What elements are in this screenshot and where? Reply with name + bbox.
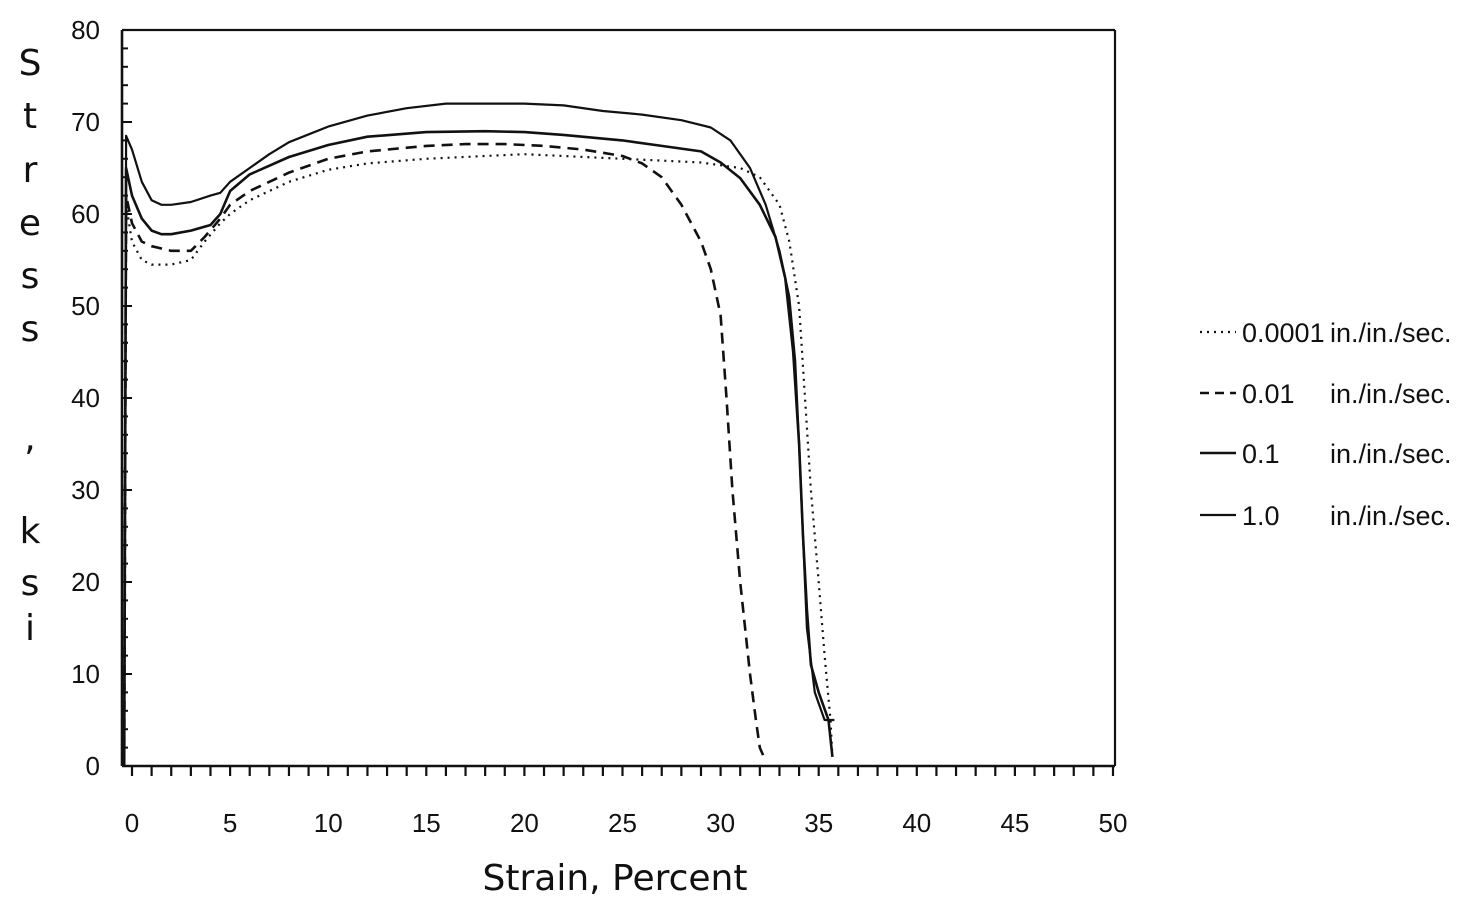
y-tick-label: 80	[71, 15, 100, 45]
x-axis-ticks: 0 5 10 15 20 25 30 35 40 45 50	[125, 766, 1128, 838]
legend-unit-label: in./in./sec.	[1330, 379, 1452, 409]
legend-unit-label: in./in./sec.	[1330, 501, 1452, 531]
y-tick-label: 40	[71, 383, 100, 413]
plot-frame	[120, 28, 1117, 768]
x-tick-label: 20	[510, 808, 539, 838]
y-tick-label: 50	[71, 291, 100, 321]
x-tick-label: 50	[1099, 808, 1128, 838]
series-line-dotted	[123, 153, 834, 767]
series-line-dashed	[122, 142, 765, 767]
y-axis-label-letter: r	[23, 150, 38, 191]
legend-rate-label: 1.0	[1242, 501, 1280, 531]
legend-rate-label: 0.1	[1242, 439, 1280, 469]
legend-rate-label: 0.0001	[1242, 318, 1325, 348]
series-lines	[122, 102, 835, 767]
x-tick-label: 15	[412, 808, 441, 838]
y-tick-label: 0	[86, 751, 100, 781]
x-tick-label: 10	[314, 808, 343, 838]
series-line-dashdot	[123, 102, 835, 767]
x-tick-label: 40	[902, 808, 931, 838]
y-axis-label-letter: k	[20, 511, 41, 552]
y-tick-label: 10	[71, 659, 100, 689]
y-axis-label-letter: s	[21, 256, 40, 297]
legend-rate-label: 0.01	[1242, 379, 1295, 409]
legend-unit-label: in./in./sec.	[1330, 439, 1452, 469]
x-tick-label: 5	[223, 808, 237, 838]
y-tick-label: 30	[71, 475, 100, 505]
y-axis-label-letter: S	[19, 43, 42, 84]
y-tick-label: 20	[71, 567, 100, 597]
x-tick-label: 30	[706, 808, 735, 838]
legend: 0.0001 in./in./sec.0.01 in./in./sec.0.1 in.…	[1200, 318, 1452, 531]
y-axis-label-letter: s	[21, 563, 40, 604]
series-line-solid	[122, 129, 834, 767]
y-axis-label-letter: i	[25, 608, 35, 649]
x-tick-label: 45	[1000, 808, 1029, 838]
x-tick-label: 25	[608, 808, 637, 838]
y-axis-label-letter: t	[23, 96, 37, 137]
x-tick-label: 35	[804, 808, 833, 838]
y-tick-label: 70	[71, 107, 100, 137]
x-tick-label: 0	[125, 808, 139, 838]
y-tick-label: 60	[71, 199, 100, 229]
legend-unit-label: in./in./sec.	[1330, 318, 1452, 348]
y-axis-label-letter: s	[21, 309, 40, 350]
y-axis-label-letter: e	[19, 203, 41, 244]
y-axis-label-letter: ,	[24, 418, 35, 459]
x-axis-label: Strain, Percent	[483, 858, 748, 899]
